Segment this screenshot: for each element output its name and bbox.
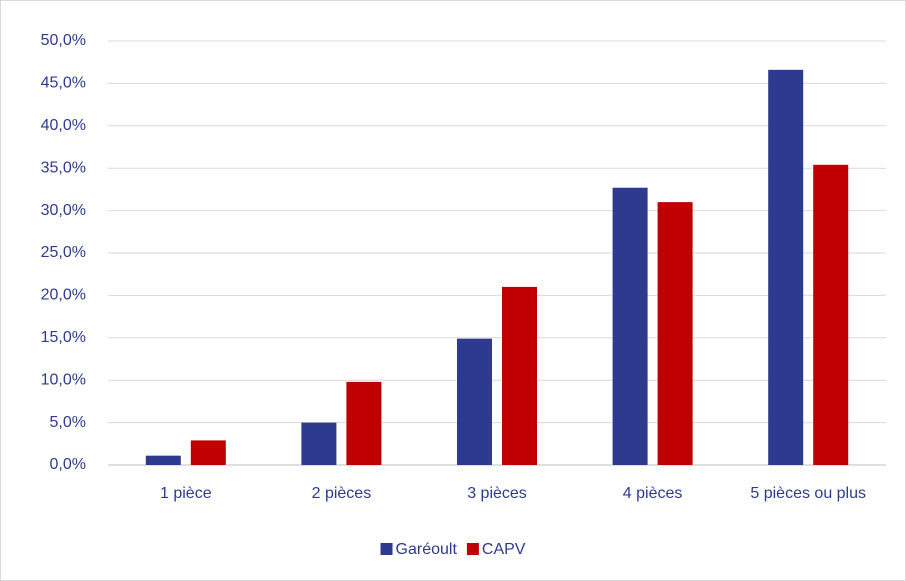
x-tick-label: 4 pièces — [623, 485, 683, 502]
y-tick-label: 35,0% — [41, 159, 86, 176]
bar — [768, 69, 804, 465]
bar — [145, 455, 181, 465]
y-tick-label: 50,0% — [41, 32, 86, 49]
x-tick-label: 3 pièces — [467, 485, 527, 502]
bar — [813, 164, 849, 466]
y-tick-label: 15,0% — [41, 329, 86, 346]
bar — [612, 187, 648, 466]
y-tick-label: 40,0% — [41, 117, 86, 134]
y-tick-label: 30,0% — [41, 202, 86, 219]
bar — [457, 338, 492, 465]
x-tick-label: 2 pièces — [312, 485, 372, 502]
y-tick-label: 20,0% — [41, 287, 86, 304]
legend-label: CAPV — [482, 541, 526, 558]
y-tick-label: 5,0% — [50, 414, 86, 431]
bar — [190, 440, 226, 465]
legend-label: Garéoult — [396, 541, 458, 558]
bar — [301, 422, 337, 465]
x-tick-label: 1 pièce — [160, 485, 212, 502]
y-tick-label: 25,0% — [41, 244, 86, 261]
bar — [346, 381, 382, 465]
y-tick-label: 0,0% — [50, 456, 86, 473]
bar — [657, 202, 693, 465]
y-tick-label: 45,0% — [41, 75, 86, 92]
legend-swatch — [380, 543, 393, 555]
y-tick-label: 10,0% — [41, 371, 86, 388]
bar — [502, 286, 537, 465]
x-tick-label: 5 pièces ou plus — [750, 485, 866, 502]
legend-swatch — [466, 543, 479, 555]
